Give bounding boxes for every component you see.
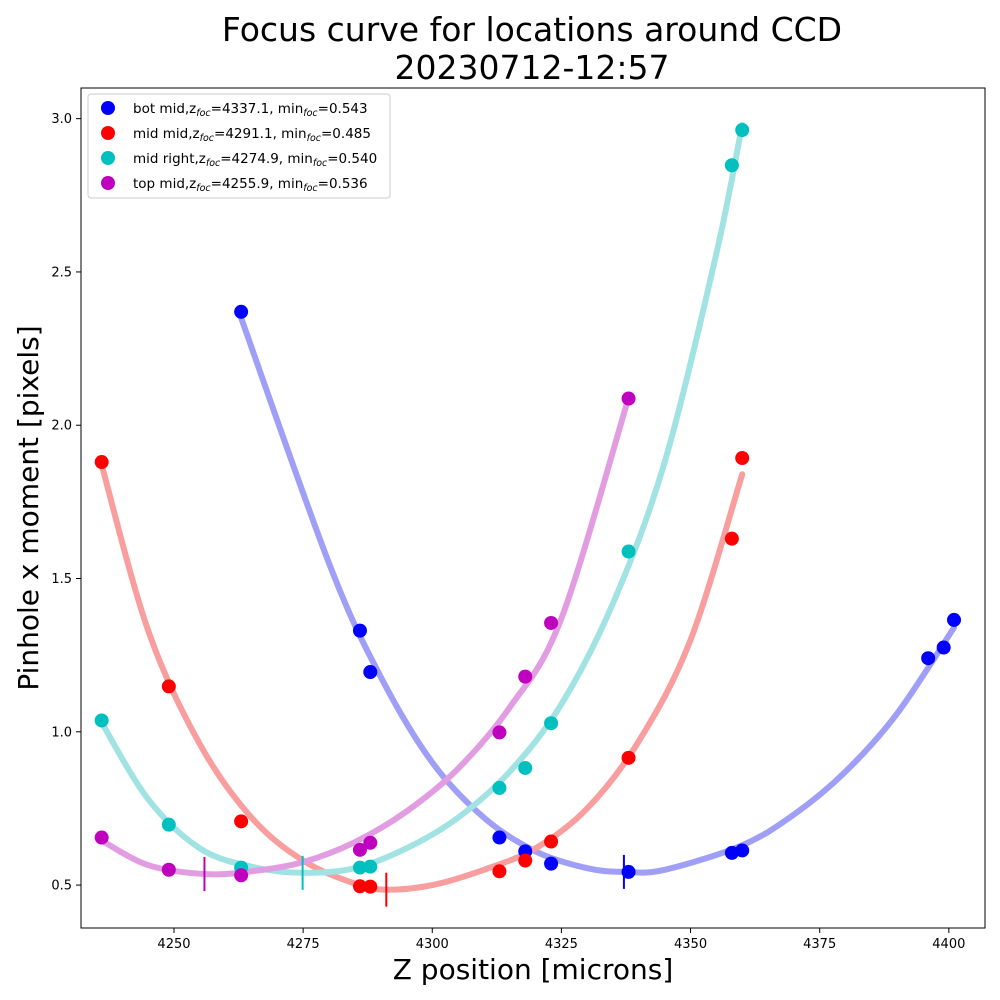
- x-tick-label: 4375: [803, 937, 836, 952]
- fit-curve-mid-right: [98, 121, 746, 876]
- legend-box: [87, 93, 391, 199]
- chart-title-line1: Focus curve for locations around CCD: [222, 10, 842, 49]
- y-axis-ticks: 0.5 1.0 1.5 2.0 2.5 3.0: [51, 112, 81, 894]
- legend-entry: bot mid,zfoc=4337.1, minfoc=0.543: [133, 101, 368, 119]
- y-tick-label: 3.0: [51, 112, 72, 127]
- data-point-mid-mid: [94, 455, 109, 470]
- legend-marker: [101, 151, 115, 165]
- data-point-bot-mid: [936, 640, 951, 655]
- x-tick-label: 4300: [416, 937, 449, 952]
- data-point-mid-right: [161, 817, 176, 832]
- x-axis-ticks: 4250 4275 4300 4325 4350 4375 4400: [157, 928, 965, 952]
- data-point-mid-mid: [544, 834, 559, 849]
- x-tick-label: 4400: [932, 937, 965, 952]
- data-point-bot-mid: [947, 612, 962, 627]
- data-point-top-mid: [94, 830, 109, 845]
- data-points: [94, 123, 962, 894]
- data-point-top-mid: [621, 391, 636, 406]
- data-point-bot-mid: [352, 623, 367, 638]
- data-point-bot-mid: [544, 856, 559, 871]
- data-point-bot-mid: [735, 843, 750, 858]
- x-tick-label: 4350: [674, 937, 707, 952]
- data-point-mid-mid: [621, 750, 636, 765]
- x-tick-label: 4325: [545, 937, 578, 952]
- chart-title-line2: 20230712-12:57: [395, 48, 670, 87]
- legend-marker: [101, 176, 115, 190]
- fit-curve-mid-mid: [98, 462, 746, 893]
- x-tick-label: 4250: [157, 937, 190, 952]
- fit-curve-top-mid: [98, 394, 632, 878]
- data-point-mid-right: [621, 544, 636, 559]
- data-point-mid-mid: [724, 531, 739, 546]
- data-point-mid-mid: [234, 814, 249, 829]
- data-point-mid-right: [94, 713, 109, 728]
- y-tick-label: 2.0: [51, 419, 72, 434]
- data-point-mid-right: [544, 716, 559, 731]
- data-point-bot-mid: [363, 665, 378, 680]
- data-point-top-mid: [363, 835, 378, 850]
- data-point-mid-mid: [492, 864, 507, 879]
- data-point-top-mid: [492, 725, 507, 740]
- data-point-mid-right: [492, 780, 507, 795]
- y-tick-label: 1.5: [51, 572, 72, 587]
- data-point-mid-right: [352, 860, 367, 875]
- x-tick-label: 4275: [287, 937, 320, 952]
- plot-area: [80, 87, 986, 929]
- data-point-mid-right: [735, 123, 750, 137]
- data-point-bot-mid: [621, 864, 636, 879]
- data-point-mid-right: [518, 760, 533, 775]
- data-point-mid-right: [724, 158, 739, 173]
- y-tick-label: 2.5: [51, 265, 72, 280]
- data-point-mid-mid: [363, 879, 378, 894]
- data-point-top-mid: [352, 842, 367, 857]
- data-point-mid-mid: [735, 451, 750, 466]
- data-point-mid-mid: [352, 879, 367, 894]
- data-point-top-mid: [544, 615, 559, 630]
- data-point-top-mid: [161, 862, 176, 877]
- data-point-bot-mid: [492, 830, 507, 845]
- data-point-top-mid: [234, 868, 249, 883]
- legend-entry: mid right,zfoc=4274.9, minfoc=0.540: [133, 151, 377, 169]
- data-point-bot-mid: [921, 651, 936, 666]
- legend-entry: mid mid,zfoc=4291.1, minfoc=0.485: [133, 126, 371, 144]
- x-axis-label: Z position [microns]: [393, 953, 674, 986]
- data-point-mid-mid: [161, 679, 176, 694]
- legend-marker: [101, 101, 115, 115]
- y-tick-label: 1.0: [51, 725, 72, 740]
- data-point-bot-mid: [234, 304, 249, 319]
- legend: bot mid,zfoc=4337.1, minfoc=0.543 mid mid…: [87, 93, 391, 199]
- data-point-mid-right: [363, 859, 378, 874]
- legend-entry: top mid,zfoc=4255.9, minfoc=0.536: [133, 176, 368, 194]
- y-tick-label: 0.5: [51, 879, 72, 894]
- y-axis-label: Pinhole x moment [pixels]: [12, 325, 45, 690]
- data-point-top-mid: [518, 669, 533, 684]
- data-point-mid-mid: [518, 853, 533, 868]
- legend-marker: [101, 126, 115, 140]
